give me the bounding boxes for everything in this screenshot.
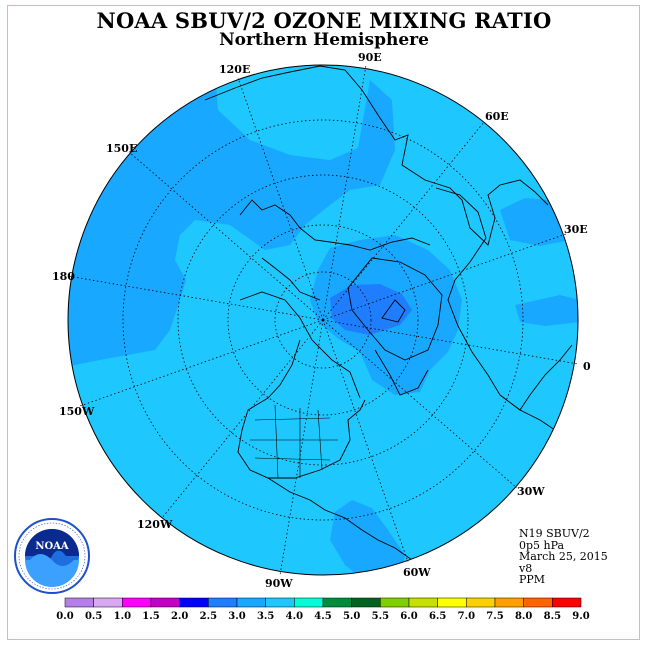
colorbar-tick-label: 0.0 [56,611,73,622]
lon-label: 60E [485,110,509,123]
frame-border [7,5,640,640]
colorbar-tick-label: 5.5 [372,611,389,622]
colorbar-swatch [265,597,295,608]
graticule [67,64,579,576]
lon-label: 90W [265,577,293,590]
lon-label: 150E [106,142,137,155]
colorbar-tick-label: 8.0 [515,611,532,622]
colorbar-swatch [437,597,467,608]
colorbar-tick-label: 1.0 [114,611,131,622]
colorbar-tick-label: 0.5 [85,611,102,622]
lon-label: 180 [52,270,75,283]
colorbar-tick-label: 2.5 [200,611,217,622]
colorbar-swatch [351,597,381,608]
us-state-lines [250,404,338,479]
lon-label: 0 [583,360,591,373]
colorbar-swatch [523,597,553,608]
info-date: March 25, 2015 [519,550,608,563]
colorbar-swatch [322,597,352,608]
info-units: PPM [519,573,546,586]
lon-label: 150W [59,405,95,418]
lon-label: 30W [517,485,545,498]
colorbar-tick-label: 4.5 [314,611,331,622]
colorbar-swatch [93,597,123,608]
colorbar-tick-label: 7.0 [458,611,475,622]
ozone-region-2p5-west [68,70,395,368]
info-satellite: N19 SBUV/2 [519,527,590,540]
ozone-region-2p5-south [330,500,405,575]
colorbar-tick-label: 4.0 [286,611,303,622]
info-block: N19 SBUV/2 0p5 hPa March 25, 2015 v8 PPM [519,528,608,586]
colorbar-swatch [122,597,152,608]
lon-label: 60W [403,566,431,579]
colorbar-tick-label: 6.0 [400,611,417,622]
colorbar-swatch [179,597,209,608]
colorbar-swatch [494,597,524,608]
colorbar-swatch [64,597,94,608]
ozone-region-2p5-east [500,198,570,246]
info-version: v8 [519,561,533,575]
lon-label: 120E [219,63,250,76]
info-level: 0p5 hPa [519,538,565,552]
longitude-labels: 90E 60E 30E 0 30W 60W 90W 120W 150W 180 … [52,51,591,590]
colorbar-tick-label: 2.0 [171,611,188,622]
lon-label: 90E [358,51,382,64]
lon-label: 30E [564,223,588,236]
colorbar-swatch [294,597,324,608]
coastlines [204,65,573,563]
colorbar-swatch [466,597,496,608]
lon-label: 120W [137,518,173,531]
colorbar-swatch [236,597,266,608]
map-boundary [67,64,579,576]
ozone-region-2p0-core [330,284,412,335]
logo-text: NOAA [35,541,69,552]
colorbar-tick-label: 3.0 [228,611,245,622]
colorbar-tick-label: 1.5 [142,611,159,622]
colorbar-swatch [408,597,438,608]
colorbar-tick-label: 8.5 [544,611,561,622]
colorbar-tick-label: 3.5 [257,611,274,622]
colorbar-swatch [380,597,410,608]
colorbar-swatch [208,597,238,608]
ozone-region-2p5-atl [515,295,578,326]
colorbar-tick-label: 7.5 [486,611,503,622]
colorbar-tick-label: 5.0 [343,611,360,622]
colorbar-swatch [150,597,180,608]
colorbar-swatch [552,597,582,608]
colorbar: 0.0 0.5 1.0 1.5 2.0 2.5 3.0 3.5 4.0 4.5 5.0 5.5 6.0 6… [56,597,590,622]
map-subtitle: Northern Hemisphere [219,30,429,50]
map-title: NOAA SBUV/2 OZONE MIXING RATIO [96,8,552,33]
colorbar-tick-label: 9.0 [572,611,589,622]
colorbar-tick-label: 6.5 [429,611,446,622]
noaa-logo: NOAA [14,518,90,594]
